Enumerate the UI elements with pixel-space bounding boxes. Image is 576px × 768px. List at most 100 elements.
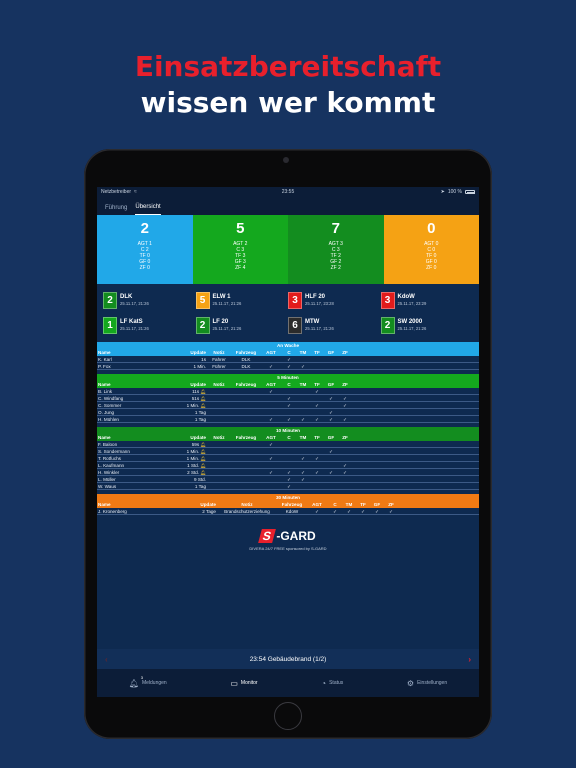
- nav-meldungen[interactable]: 🔔︎ 3 Meldungen: [129, 675, 167, 688]
- cell-update: 9 Std.: [166, 476, 206, 483]
- summary-value: 1: [149, 241, 152, 247]
- summary-key: AGT: [328, 241, 339, 247]
- section-title: 5 Minuten: [97, 374, 479, 381]
- cell-zf-text: ✓: [343, 403, 347, 408]
- vehicle-name: SW 2000: [397, 319, 423, 325]
- vehicle-info: HLF 20 25.11.17, 23:28: [305, 294, 334, 306]
- column-header-gf: GF: [327, 350, 335, 355]
- table-row[interactable]: P. Fox 1 Min. Führer DLK ✓ ✓ ✓: [97, 363, 479, 370]
- column-header-agt: AGT: [266, 435, 276, 440]
- cell-name-text: W. Waus: [98, 484, 117, 489]
- summary-value: 0: [432, 247, 436, 253]
- column-header-tf: TF: [360, 502, 366, 507]
- tab-uebersicht[interactable]: Übersicht: [135, 204, 161, 215]
- nav-status[interactable]: ◔ Status: [321, 679, 343, 688]
- carrier-label: Netzbetreiber: [101, 189, 132, 195]
- battery-icon: [465, 190, 475, 194]
- cell-agt: ✓: [306, 508, 328, 515]
- cell-name-text: J. Kronenberg: [98, 509, 127, 514]
- summary-key: ZF: [235, 265, 242, 271]
- sponsor-area: S -GARD DIVERA 24/7 FREE sponsored by S-G…: [97, 529, 479, 551]
- cell-zf-text: ✓: [343, 463, 347, 468]
- vehicle-card[interactable]: 5 ELW 1 25.11.17, 21:26: [195, 290, 289, 310]
- battery-label: 100 %: [447, 189, 462, 195]
- column-header-name: Name: [98, 435, 111, 440]
- vehicle-card[interactable]: 2 SW 2000 25.11.17, 21:26: [380, 315, 474, 335]
- summary-key: TF: [235, 253, 242, 259]
- summary-key: C: [427, 247, 431, 253]
- cell-name-text: L. Kaufmann: [98, 463, 125, 468]
- cell-gf: ✓: [324, 448, 338, 455]
- table-row[interactable]: H. Winkler 2 Std.🔔︎ ✓ ✓ ✓ ✓ ✓ ✓: [97, 469, 479, 476]
- vehicle-card[interactable]: 1 LF KatS 25.11.17, 21:26: [103, 315, 196, 335]
- vehicle-status-number: 3: [288, 291, 302, 309]
- vehicle-info: MTW 25.11.17, 21:26: [305, 319, 334, 331]
- table-row[interactable]: L. Müller 9 Std. ✓ ✓: [97, 476, 479, 483]
- cell-name: S. Sondermann: [98, 448, 166, 455]
- table-row[interactable]: B. Link 11s🔔︎ ✓ ✓: [97, 388, 479, 395]
- cell-tm: ✓: [296, 416, 310, 423]
- column-header-c: C: [287, 382, 291, 387]
- vehicle-card[interactable]: 2 DLK 25.11.17, 21:26: [103, 290, 196, 310]
- table-row[interactable]: W. Waus 1 Tag ✓: [97, 483, 479, 490]
- table-row[interactable]: S. Sondermann 1 Min.🔔︎ ✓: [97, 448, 479, 455]
- summary-key: GF: [425, 259, 433, 265]
- bell-icon: 🔔︎: [200, 396, 206, 401]
- column-header-name: Name: [98, 502, 111, 507]
- monitor-icon: ▭: [230, 678, 238, 688]
- column-header-zf: ZF: [342, 435, 348, 440]
- summary-value: 0: [434, 259, 437, 265]
- cell-agt: ✓: [260, 416, 282, 423]
- cell-tf: ✓: [310, 402, 324, 409]
- cell-c: ✓: [282, 476, 296, 483]
- table-row[interactable]: F. Baloon 59s🔔︎ ✓: [97, 441, 479, 448]
- cell-fahrzeug: DLK: [232, 363, 260, 370]
- cell-name: H. Winkler: [98, 469, 166, 476]
- tablet-frame: Netzbetreiber ≈ 23:55 ➤ 100 % Führung Üb…: [84, 149, 492, 739]
- vehicle-card[interactable]: 2 LF 20 25.11.17, 21:26: [195, 315, 289, 335]
- cell-update-text: 1 Min.: [186, 456, 200, 461]
- chevron-left-icon[interactable]: ‹: [105, 654, 108, 664]
- vehicle-card[interactable]: 3 HLF 20 25.11.17, 23:28: [288, 290, 381, 310]
- table-row[interactable]: T. Rotfuchs 1 Min.🔔︎ ✓ ✓ ✓: [97, 455, 479, 462]
- table-row[interactable]: O. Jung 1 Tag ✓: [97, 409, 479, 416]
- cell-update-text: 1 Std.: [187, 463, 200, 468]
- nav-einstellungen[interactable]: ⚙ Einstellungen: [407, 679, 447, 688]
- bell-icon: 🔔︎: [200, 470, 206, 475]
- summary-value: 0: [147, 259, 151, 265]
- cell-gf-text: ✓: [329, 417, 333, 422]
- cell-update: 1 Tag: [166, 416, 206, 423]
- table-row[interactable]: H. Mühlen 1 Tag ✓ ✓ ✓ ✓ ✓ ✓: [97, 416, 479, 423]
- tab-bar: Führung Übersicht: [97, 197, 479, 215]
- cell-name-text: L. Müller: [98, 477, 116, 482]
- home-button[interactable]: [274, 702, 302, 730]
- column-header-tm: TM: [299, 350, 307, 355]
- cell-tm-text: ✓: [301, 470, 305, 475]
- tab-fuehrung[interactable]: Führung: [105, 205, 128, 211]
- vehicle-time: 25.11.17, 21:26: [212, 326, 242, 331]
- table-row[interactable]: C. Sommer 1 Min.🔔︎ ✓ ✓ ✓: [97, 402, 479, 409]
- wifi-icon: ≈: [134, 189, 137, 195]
- alarm-bar[interactable]: ‹ 23:54 Gebäudebrand (1/2) ›: [97, 649, 479, 669]
- summary-row: ZF 4: [193, 265, 289, 271]
- vehicle-card[interactable]: 6 MTW 25.11.17, 21:26: [288, 315, 381, 335]
- cell-tm-text: ✓: [347, 509, 351, 514]
- cell-c-text: ✓: [287, 364, 291, 369]
- nav-monitor[interactable]: ▭ Monitor: [230, 679, 257, 688]
- cell-tf-text: ✓: [361, 509, 365, 514]
- cell-zf-text: ✓: [343, 417, 347, 422]
- chevron-right-icon[interactable]: ›: [468, 654, 471, 664]
- summary-value: 2: [145, 247, 149, 253]
- table-row[interactable]: J. Kronenberg 2 Tage Brandschutzerziehung K…: [97, 508, 479, 515]
- table-row[interactable]: K. Karl 1s Fahrer DLK ✓: [97, 356, 479, 363]
- section-2: 5 Minuten Name Update Notiz Fahrzeug AGT C TM TF…: [97, 374, 479, 423]
- table-row[interactable]: L. Kaufmann 1 Std.🔔︎ ✓: [97, 462, 479, 469]
- cell-name-text: B. Link: [98, 389, 113, 394]
- vehicle-card[interactable]: 3 KdoW 25.11.17, 23:29: [380, 290, 474, 310]
- table-row[interactable]: C. Windfang 51s🔔︎ ✓ ✓ ✓: [97, 395, 479, 402]
- cell-c: ✓: [282, 363, 296, 370]
- cell-notiz-text: Führer: [212, 364, 226, 369]
- cell-gf: ✓: [324, 395, 338, 402]
